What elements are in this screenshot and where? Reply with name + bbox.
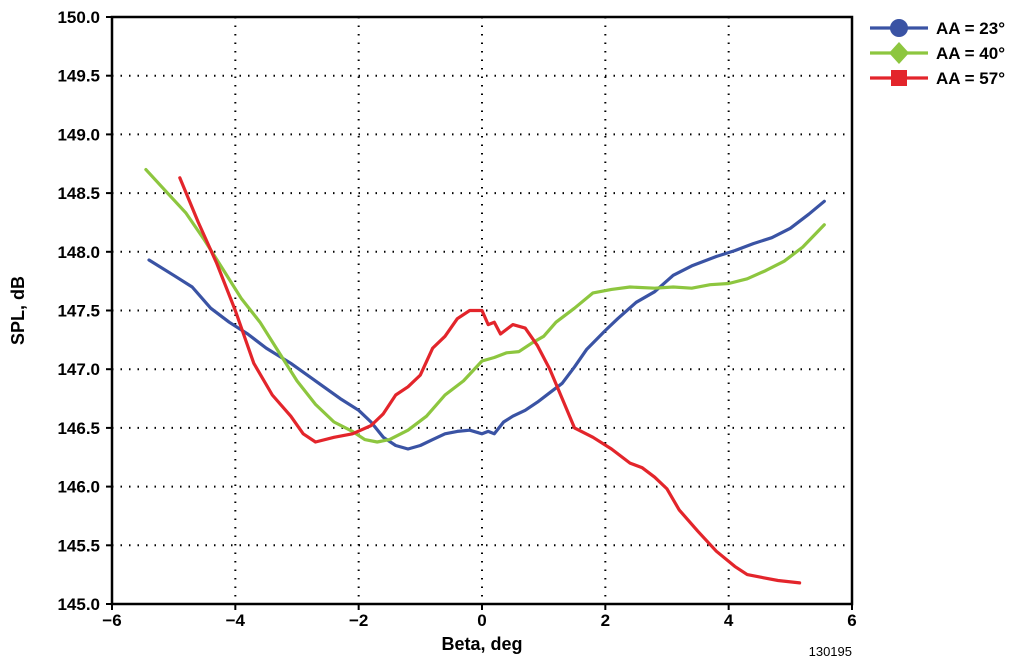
- series-line-2: [144, 168, 826, 444]
- y-tick-label: 148.0: [57, 243, 100, 262]
- legend-circle-marker: [890, 19, 908, 37]
- y-tick-label: 147.5: [57, 302, 100, 321]
- legend: AA = 23° AA = 40° AA = 57°: [870, 19, 1005, 88]
- x-tick-label: 4: [724, 611, 734, 630]
- x-axis-title: Beta, deg: [441, 634, 522, 654]
- y-tick-label: 148.5: [57, 184, 100, 203]
- data-series: [144, 168, 826, 585]
- legend-item-3: AA = 57°: [870, 69, 1005, 88]
- y-tick-label: 147.0: [57, 360, 100, 379]
- legend-label: AA = 40°: [936, 44, 1005, 63]
- y-tick-label: 149.5: [57, 67, 100, 86]
- legend-label: AA = 23°: [936, 19, 1005, 38]
- legend-square-marker: [891, 70, 907, 86]
- legend-item-2: AA = 40°: [870, 42, 1005, 64]
- figure-id: 130195: [809, 644, 852, 659]
- y-tick-label: 150.0: [57, 8, 100, 27]
- y-tick-label: 146.5: [57, 419, 100, 438]
- series-line-1: [147, 199, 826, 451]
- y-tick-label: 146.0: [57, 478, 100, 497]
- x-tick-label: 6: [847, 611, 856, 630]
- legend-diamond-marker: [889, 42, 909, 64]
- series-line-3: [178, 176, 802, 585]
- x-tick-label: 2: [601, 611, 610, 630]
- x-tick-label: −2: [349, 611, 368, 630]
- legend-item-1: AA = 23°: [870, 19, 1005, 38]
- x-tick-label: −4: [226, 611, 246, 630]
- x-tick-label: 0: [477, 611, 486, 630]
- axis-ticks: −6 −4 −2 0 2 4 6 145.0 145.5 146.0 146.5 147.0 147.5…: [57, 8, 856, 630]
- y-tick-label: 145.0: [57, 595, 100, 614]
- legend-label: AA = 57°: [936, 69, 1005, 88]
- y-tick-label: 145.5: [57, 536, 100, 555]
- y-tick-label: 149.0: [57, 125, 100, 144]
- y-axis-title: SPL, dB: [8, 276, 28, 345]
- x-tick-label: −6: [102, 611, 121, 630]
